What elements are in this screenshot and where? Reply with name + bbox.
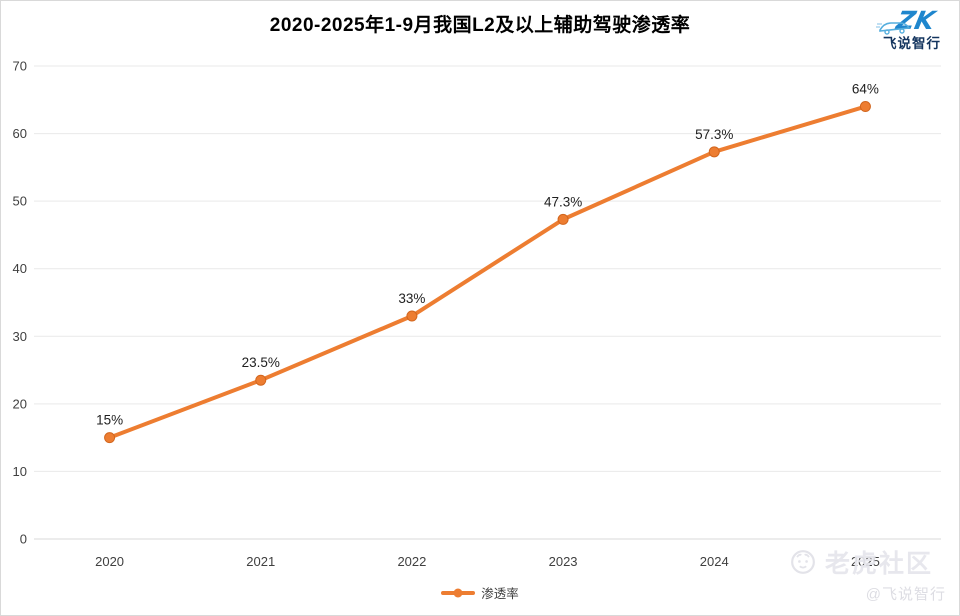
series-line-layer — [107, 104, 868, 440]
x-axis-labels: 2020 2021 2022 2023 2024 2025 — [95, 554, 880, 569]
svg-text:2023: 2023 — [549, 554, 578, 569]
svg-text:33%: 33% — [398, 291, 425, 306]
svg-text:2021: 2021 — [246, 554, 275, 569]
grid-layer — [34, 65, 941, 540]
legend: 渗透率 — [1, 583, 959, 602]
svg-text:40: 40 — [13, 261, 27, 276]
svg-text:47.3%: 47.3% — [544, 194, 582, 209]
svg-text:2020: 2020 — [95, 554, 124, 569]
svg-text:10: 10 — [13, 464, 27, 479]
y-axis-labels: 0 10 20 30 40 50 60 70 — [13, 59, 27, 547]
page-title: 2020-2025年1-9月我国L2及以上辅助驾驶渗透率 — [269, 15, 691, 36]
svg-text:57.3%: 57.3% — [695, 127, 733, 142]
svg-text:50: 50 — [13, 194, 27, 209]
svg-text:30: 30 — [13, 329, 27, 344]
svg-text:23.5%: 23.5% — [242, 355, 280, 370]
data-label-layer: 15% 23.5% 33% 47.3% 57.3% 64% — [96, 82, 879, 428]
svg-text:2024: 2024 — [700, 554, 729, 569]
legend-dot-icon — [453, 588, 463, 597]
svg-text:70: 70 — [13, 59, 27, 74]
brand-logo-icon: ZK — [876, 6, 940, 35]
svg-text:15%: 15% — [96, 413, 123, 428]
svg-text:64%: 64% — [852, 82, 879, 97]
svg-text:2022: 2022 — [397, 554, 426, 569]
marker-layer — [104, 101, 871, 444]
svg-text:0: 0 — [20, 532, 27, 547]
legend-label: 渗透率 — [481, 587, 519, 601]
svg-text:20: 20 — [13, 396, 27, 411]
svg-text:60: 60 — [13, 126, 27, 141]
brand-logo-text: 飞说智行 — [883, 36, 941, 51]
svg-text:2025: 2025 — [851, 554, 880, 569]
legend-line-marker — [441, 588, 476, 597]
brand-logo: ZK 飞说智行 — [873, 6, 951, 51]
